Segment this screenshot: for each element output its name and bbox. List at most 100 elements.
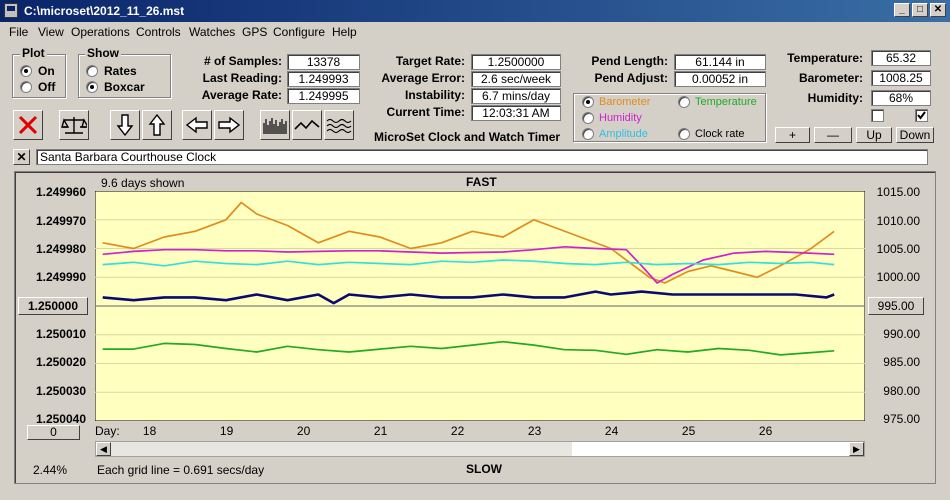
grid-lines (95, 219, 865, 393)
checkmark-icon (917, 111, 926, 120)
arrow-up-button[interactable] (142, 110, 172, 140)
average-error-label: Average Error: (381, 71, 465, 85)
app-caption: MicroSet Clock and Watch Timer (374, 130, 561, 144)
right-tick-label: 1000.00 (876, 270, 920, 284)
humidity-radio-label: Humidity (599, 112, 642, 124)
left-tick-label: 1.249970 (35, 214, 86, 228)
up-button[interactable]: Up (856, 127, 892, 143)
plot-off-radio[interactable] (20, 81, 32, 93)
target-rate-field[interactable]: 1.2500000 (471, 54, 561, 70)
line-view-button[interactable] (292, 110, 322, 140)
samples-field: 13378 (287, 54, 360, 70)
menu-watches[interactable]: Watches (189, 25, 236, 39)
menu-file[interactable]: File (9, 25, 29, 39)
clear-clock-button[interactable]: ✕ (13, 149, 30, 165)
clockrate-radio[interactable] (678, 128, 690, 140)
slow-label: SLOW (466, 462, 502, 476)
plus-button[interactable]: + (775, 127, 810, 143)
day-tick-label: 24 (604, 424, 619, 438)
menu-bar: File View Operations Controls Watches GP… (0, 22, 950, 42)
down-button[interactable]: Down (896, 127, 934, 143)
plot-on-radio[interactable] (20, 65, 32, 77)
minus-button[interactable]: — (814, 127, 852, 143)
scale-balance-icon (61, 117, 87, 134)
arrow-right-icon (218, 116, 241, 134)
wave-view-button[interactable] (324, 110, 354, 140)
pend-length-label: Pend Length: (591, 54, 668, 68)
arrow-right-button[interactable] (214, 110, 244, 140)
option-checkbox-1[interactable] (871, 109, 884, 122)
day-tick-label: 19 (219, 424, 234, 438)
center-rate-button[interactable]: 1.250000 (18, 297, 88, 315)
left-tick-label: 1.250030 (35, 384, 86, 398)
day-tick-label: 23 (527, 424, 542, 438)
instability-label: Instability: (404, 88, 465, 102)
time-scrollbar[interactable]: ◀ ▶ (95, 441, 865, 457)
clock-name-field[interactable]: Santa Barbara Courthouse Clock (36, 149, 928, 165)
line-graph-icon (294, 119, 320, 130)
pend-length-field[interactable]: 61.144 in (674, 54, 766, 70)
grid-note: Each grid line = 0.691 secs/day (97, 463, 265, 477)
show-rates-radio[interactable] (86, 65, 98, 77)
barometer-radio[interactable] (582, 96, 594, 108)
day-tick-label: 22 (450, 424, 465, 438)
day-tick-label: 25 (681, 424, 696, 438)
barometer-label: Barometer: (798, 71, 863, 85)
waves-icon (326, 118, 352, 134)
center-baro-button[interactable]: 995.00 (868, 297, 924, 315)
balance-button[interactable] (59, 110, 89, 140)
window-title: C:\microset\2012_11_26.mst (24, 4, 185, 18)
current-time-field: 12:03:31 AM (471, 105, 561, 121)
minimize-button[interactable]: _ (894, 3, 910, 17)
app-icon (4, 3, 18, 18)
days-shown-label: 9.6 days shown (101, 176, 185, 190)
option-checkbox-2[interactable] (915, 109, 928, 122)
arrow-down-button[interactable] (110, 110, 140, 140)
menu-help[interactable]: Help (332, 25, 357, 39)
pend-adjust-label: Pend Adjust: (594, 71, 668, 85)
plot-on-label: On (38, 64, 55, 78)
close-button[interactable]: ✕ (930, 3, 946, 17)
target-rate-label: Target Rate: (395, 54, 465, 68)
left-tick-label: 1.250010 (35, 327, 86, 341)
right-tick-label: 1010.00 (876, 214, 920, 228)
scroll-value-button[interactable]: 0 (27, 425, 80, 440)
menu-operations[interactable]: Operations (71, 25, 130, 39)
scroll-right-button[interactable]: ▶ (849, 442, 864, 456)
maximize-button[interactable]: □ (912, 3, 928, 17)
right-tick-label: 990.00 (883, 327, 920, 341)
show-boxcar-radio[interactable] (86, 81, 98, 93)
right-tick-label: 980.00 (883, 384, 920, 398)
arrow-left-button[interactable] (182, 110, 212, 140)
arrow-left-icon (185, 116, 208, 134)
humidity-radio[interactable] (582, 112, 594, 124)
chart-panel (14, 171, 936, 484)
series-line-rate (102, 290, 835, 305)
arrow-up-icon (148, 113, 166, 136)
right-tick-label: 1015.00 (876, 185, 920, 199)
bars-view-button[interactable] (260, 110, 290, 140)
scroll-thumb[interactable] (572, 442, 850, 456)
day-tick-label: 26 (758, 424, 773, 438)
percent-label: 2.44% (33, 463, 68, 477)
average-rate-label: Average Rate: (201, 88, 282, 102)
last-reading-field: 1.249993 (287, 71, 360, 87)
temperature-radio-label: Temperature (695, 96, 757, 108)
series-line-temperature (102, 340, 835, 356)
left-tick-label: 1.249990 (35, 270, 86, 284)
red-x-icon (18, 115, 38, 135)
pend-adjust-field[interactable]: 0.00052 in (674, 71, 766, 87)
menu-configure[interactable]: Configure (273, 25, 326, 39)
series-line-humidity (102, 245, 835, 284)
amplitude-radio[interactable] (582, 128, 594, 140)
scroll-left-button[interactable]: ◀ (96, 442, 111, 456)
temperature-field: 65.32 (871, 50, 931, 66)
menu-gps[interactable]: GPS (242, 25, 268, 39)
menu-controls[interactable]: Controls (136, 25, 181, 39)
day-tick-label: 18 (142, 424, 157, 438)
temperature-radio[interactable] (678, 96, 690, 108)
stop-button[interactable] (13, 110, 43, 140)
menu-view[interactable]: View (38, 25, 64, 39)
show-group-title: Show (85, 46, 121, 60)
bar-graph-icon (263, 118, 287, 134)
